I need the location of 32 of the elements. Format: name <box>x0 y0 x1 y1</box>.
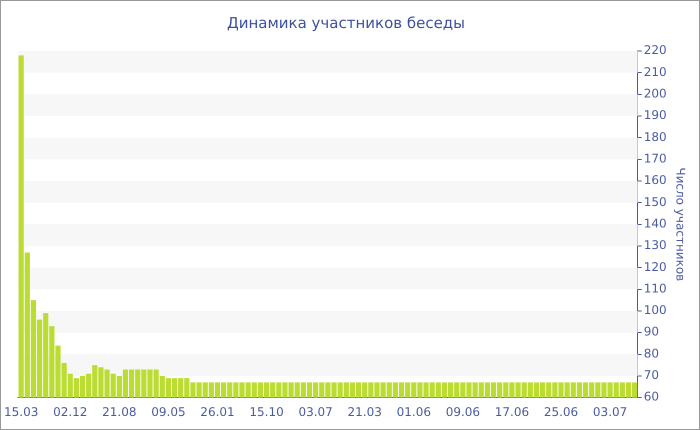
x-tick-label: 21.08 <box>102 404 137 419</box>
y-tick-label: 200 <box>644 86 667 100</box>
chart-title: Динамика участников беседы <box>226 14 466 32</box>
x-tick-label: 26.01 <box>200 404 235 419</box>
y-tick-label: 140 <box>644 216 667 230</box>
x-tick-label: 21.03 <box>348 404 382 419</box>
y-tick-label: 80 <box>644 346 659 360</box>
y-tick-label: 130 <box>644 238 667 252</box>
x-tick-label: 09.05 <box>151 404 186 419</box>
y-tick-label: 210 <box>644 64 667 79</box>
x-tick-label: 09.06 <box>446 404 480 419</box>
y-tick-label: 110 <box>644 281 667 296</box>
y-tick-label: 170 <box>644 151 667 166</box>
x-tick-label: 02.12 <box>53 404 88 419</box>
x-tick-label: 25.06 <box>544 404 578 419</box>
y-axis-title: Число участников <box>674 167 688 282</box>
y-tick-label: 90 <box>644 324 659 339</box>
y-tick-label: 190 <box>644 108 667 122</box>
y-tick-label: 100 <box>644 303 667 318</box>
x-tick-label: 01.06 <box>396 404 431 419</box>
x-tick-label: 15.03 <box>4 404 38 419</box>
y-tick-label: 180 <box>644 130 667 144</box>
y-tick-label: 70 <box>644 368 659 382</box>
x-tick-label: 17.06 <box>494 404 530 419</box>
x-tick-label: 03.07 <box>592 404 628 419</box>
y-tick-label: 160 <box>644 173 667 188</box>
y-tick-label: 60 <box>644 390 659 404</box>
x-tick-label: 15.10 <box>249 404 284 419</box>
y-tick-label: 120 <box>644 260 667 274</box>
y-tick-label: 150 <box>644 194 667 209</box>
y-tick-label: 220 <box>644 43 667 58</box>
x-tick-label: 03.07 <box>298 404 333 419</box>
